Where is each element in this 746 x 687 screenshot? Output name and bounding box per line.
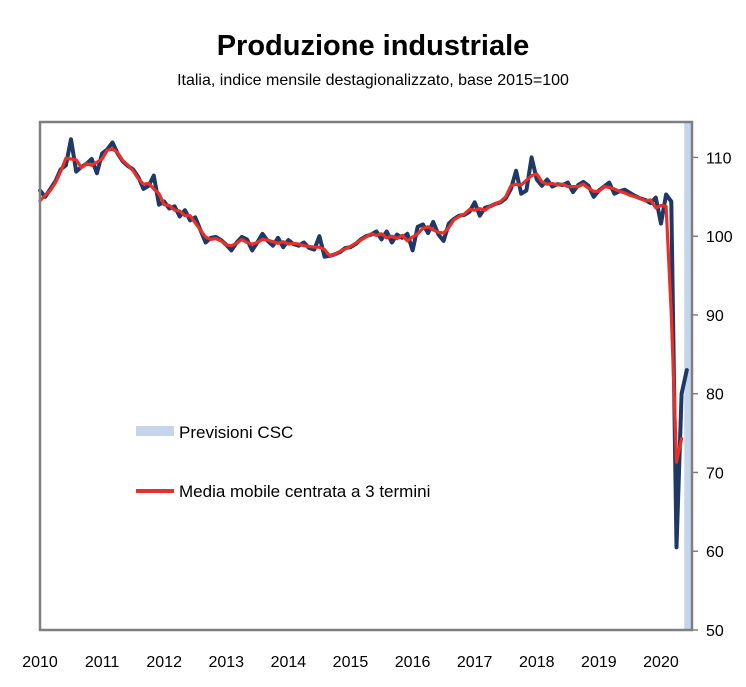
legend-label-moving-average: Media mobile centrata a 3 termini (179, 482, 430, 501)
y-tick-label: 100 (706, 229, 733, 246)
x-tick-label: 2013 (208, 654, 244, 671)
x-tick-label: 2012 (146, 654, 182, 671)
forecast-band (684, 122, 692, 630)
plot-frame (38, 120, 694, 632)
x-tick-label: 2020 (643, 654, 679, 671)
x-tick-label: 2010 (22, 654, 58, 671)
x-tick-label: 2014 (271, 654, 307, 671)
chart-subtitle: Italia, indice mensile destagionalizzato… (177, 72, 569, 89)
series-line-moving-average (38, 147, 684, 464)
y-tick-label: 90 (706, 308, 724, 325)
x-tick-label: 2016 (395, 654, 431, 671)
legend-swatch-forecast (136, 426, 174, 436)
y-tick-label: 50 (706, 623, 724, 640)
y-tick-label: 110 (706, 150, 732, 167)
legend-label-forecast: Previsioni CSC (179, 423, 293, 442)
x-tick-label: 2015 (333, 654, 369, 671)
y-tick-label: 70 (706, 465, 724, 482)
x-tick-label: 2018 (519, 654, 555, 671)
y-tick-label: 60 (706, 544, 724, 561)
chart-title: Produzione industriale (216, 30, 530, 62)
legend: Previsioni CSC Media mobile centrata a 3… (136, 423, 430, 501)
y-tick-label: 80 (706, 387, 724, 404)
x-tick-label: 2011 (85, 654, 120, 671)
x-tick-label: 2017 (457, 654, 493, 671)
x-tick-label: 2019 (581, 654, 617, 671)
